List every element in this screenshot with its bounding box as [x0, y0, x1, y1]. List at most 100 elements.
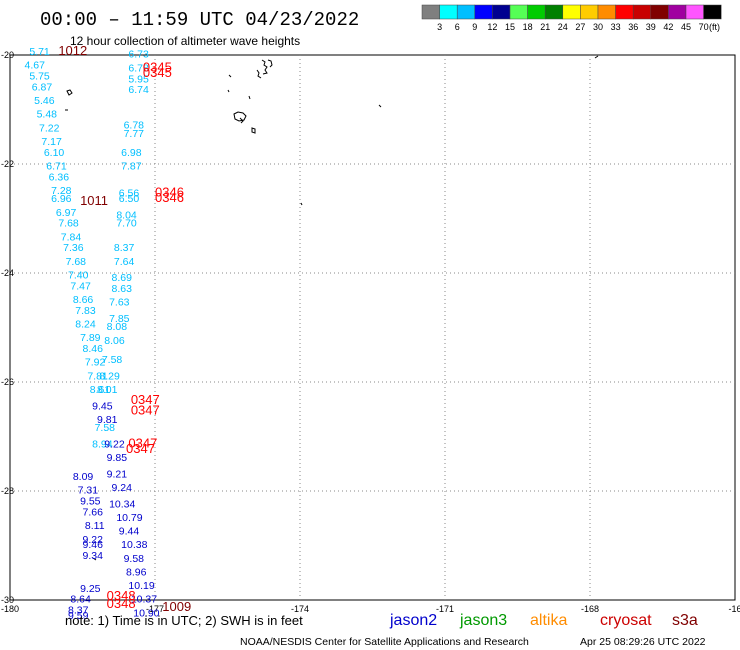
- wave-height-value: 10.79: [116, 512, 142, 524]
- wave-height-value: 7.68: [58, 218, 79, 230]
- wave-height-value: 9.59: [68, 610, 89, 622]
- y-tick-label: -28: [1, 486, 14, 496]
- wave-height-value: 7.58: [102, 354, 123, 366]
- y-tick-label: -30: [1, 595, 14, 605]
- wave-height-value: 8.29: [99, 370, 120, 382]
- legend-label: 39: [646, 22, 656, 32]
- legend-label: 12: [487, 22, 497, 32]
- footer-timestamp: Apr 25 08:29:26 UTC 2022: [580, 636, 706, 648]
- wave-height-value: 5.75: [29, 71, 50, 83]
- pass-time-label: 1009: [162, 599, 191, 614]
- legend-label: 30: [593, 22, 603, 32]
- x-tick-label: -177: [146, 604, 164, 614]
- wave-height-value: 8.06: [104, 335, 125, 347]
- wave-height-value: 9.34: [83, 550, 104, 562]
- wave-height-value: 8.94: [92, 438, 113, 450]
- legend-swatch: [562, 4, 581, 20]
- wave-height-value: 7.64: [114, 256, 135, 268]
- legend-swatch: [685, 4, 704, 20]
- wave-height-value: 8.66: [73, 294, 94, 306]
- pass-time-label: 0347: [128, 435, 157, 450]
- wave-height-value: 10.19: [128, 580, 154, 592]
- legend-swatch: [456, 4, 476, 20]
- legend-swatch: [527, 4, 546, 20]
- satellite-jason2: jason2: [389, 612, 437, 629]
- legend-swatch: [703, 4, 722, 20]
- wave-height-value: 9.25: [80, 583, 101, 595]
- x-tick-label: -180: [1, 604, 19, 614]
- wave-height-value: 5.95: [128, 73, 149, 85]
- wave-height-value: 7.66: [83, 507, 104, 519]
- wave-height-value: 6.97: [56, 207, 77, 219]
- wave-height-value: 7.40: [68, 269, 89, 281]
- y-tick-label: -26: [1, 377, 14, 387]
- pass-time-labels: 1012101110090345034503460346034703470347…: [58, 43, 191, 614]
- wave-height-value: 10.90: [133, 607, 159, 619]
- wave-height-value: 5.71: [29, 46, 50, 58]
- wave-height-value: 10.38: [121, 539, 147, 551]
- legend-label: 33: [611, 22, 621, 32]
- wave-height-value: 8.61: [90, 384, 111, 396]
- legend-label: 9: [472, 22, 477, 32]
- wave-height-value: 9.85: [107, 452, 128, 464]
- wave-height-value: 7.87: [121, 160, 142, 172]
- island-outlines: [65, 55, 599, 561]
- wave-height-value: 8.46: [83, 343, 104, 355]
- wave-height-value: 8.69: [112, 272, 133, 284]
- wave-height-value: 7.63: [109, 297, 130, 309]
- legend-swatch: [650, 4, 669, 20]
- legend-swatch: [492, 4, 511, 20]
- wave-height-value: 6.56: [119, 188, 140, 200]
- wave-height-value: 9.55: [80, 496, 101, 508]
- x-tick-label: -168: [581, 604, 599, 614]
- wave-height-value: 6.96: [51, 193, 72, 205]
- wave-height-value: 9.58: [124, 553, 145, 565]
- wave-height-value: 7.83: [75, 305, 96, 317]
- wave-height-value: 7.31: [78, 485, 99, 497]
- wave-height-value: 7.89: [80, 332, 101, 344]
- wave-height-value: 9.45: [92, 400, 113, 412]
- pass-time-label: 1011: [80, 193, 108, 208]
- legend-label: 36: [628, 22, 638, 32]
- wave-height-value: 7.81: [87, 370, 108, 382]
- map-title: 00:00 – 11:59 UTC 04/23/2022: [40, 9, 359, 31]
- wave-height-value: 6.71: [46, 160, 67, 172]
- wave-height-value: 8.04: [116, 210, 137, 222]
- wave-height-value: 8.63: [112, 283, 133, 295]
- legend-label: 3: [437, 22, 442, 32]
- legend-swatch: [597, 4, 616, 20]
- y-tick-label: -22: [1, 159, 14, 169]
- satellite-legend: jason2 jason3 altika cryosat s3a: [389, 612, 698, 629]
- wave-height-value: 9.21: [107, 468, 128, 480]
- legend-label: 27: [575, 22, 585, 32]
- wave-height-value: 6.87: [32, 81, 53, 93]
- pass-time-label: 0347: [131, 403, 160, 418]
- y-tick-label: -24: [1, 268, 14, 278]
- wave-height-value: 6.74: [128, 84, 149, 96]
- legend-label: 6: [455, 22, 460, 32]
- legend-label: 42: [663, 22, 673, 32]
- wave-height-value: 4.67: [25, 60, 46, 72]
- wave-height-value: 6.36: [49, 171, 70, 183]
- wave-height-value: 7.28: [51, 185, 72, 197]
- wave-height-value: 7.58: [95, 422, 116, 434]
- legend-label: 24: [558, 22, 568, 32]
- satellite-altika: altika: [530, 612, 567, 629]
- wave-height-value: 9.22: [83, 534, 104, 546]
- legend-label: 18: [523, 22, 533, 32]
- legend-swatch: [544, 4, 564, 20]
- legend-label: 70: [699, 22, 709, 32]
- satellite-s3a: s3a: [672, 612, 698, 629]
- wave-height-value: 9.22: [104, 438, 125, 450]
- legend-swatch: [421, 4, 440, 20]
- wave-height-value: 8.01: [97, 384, 118, 396]
- wave-height-value: 8.24: [75, 319, 96, 331]
- wave-height-value: 6.98: [121, 147, 142, 159]
- wave-height-value: 7.77: [124, 128, 145, 140]
- axis-tick-labels: -180 -177 -174 -171 -168 -16 -20 -22 -24 -26 -28 -3…: [1, 50, 740, 614]
- wave-height-value: 9.81: [97, 414, 118, 426]
- wave-height-value: 10.37: [131, 594, 157, 606]
- wave-height-value: 7.84: [61, 231, 82, 243]
- map-frame: [9, 54, 736, 601]
- pass-time-label: 0345: [143, 59, 172, 74]
